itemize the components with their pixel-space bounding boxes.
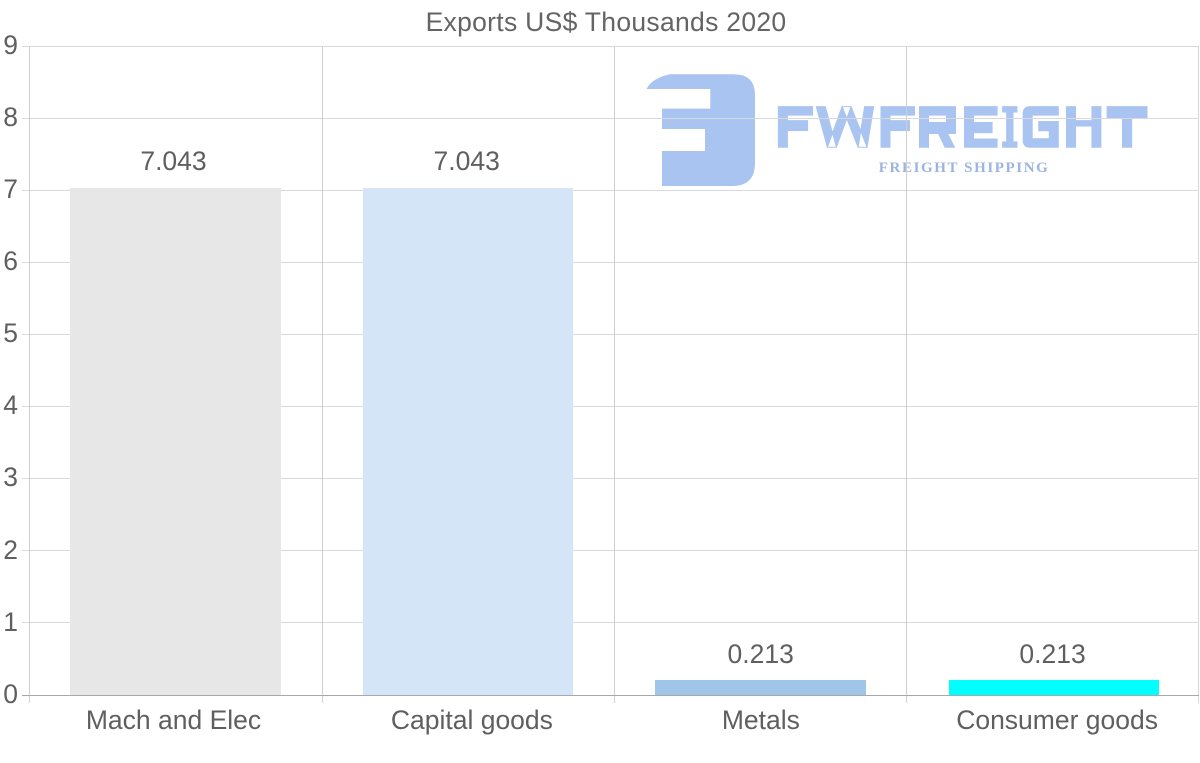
svg-text:FREIGHT SHIPPING: FREIGHT SHIPPING (879, 160, 1048, 176)
